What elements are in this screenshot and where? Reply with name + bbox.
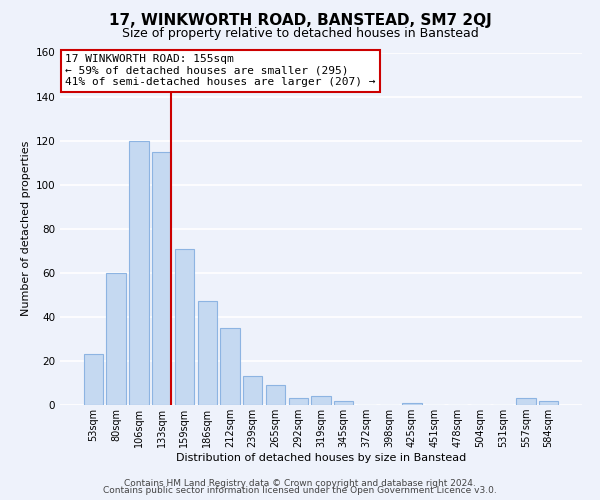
Bar bbox=[539, 400, 558, 405]
Text: Size of property relative to detached houses in Banstead: Size of property relative to detached ho… bbox=[122, 28, 478, 40]
Bar bbox=[334, 400, 353, 405]
X-axis label: Distribution of detached houses by size in Banstead: Distribution of detached houses by size … bbox=[176, 453, 466, 463]
Bar bbox=[311, 396, 331, 405]
Bar bbox=[175, 248, 194, 405]
Bar bbox=[220, 328, 239, 405]
Bar bbox=[84, 354, 103, 405]
Bar bbox=[106, 273, 126, 405]
Bar bbox=[197, 302, 217, 405]
Text: Contains HM Land Registry data © Crown copyright and database right 2024.: Contains HM Land Registry data © Crown c… bbox=[124, 478, 476, 488]
Text: Contains public sector information licensed under the Open Government Licence v3: Contains public sector information licen… bbox=[103, 486, 497, 495]
Bar bbox=[403, 403, 422, 405]
Bar bbox=[129, 140, 149, 405]
Bar bbox=[289, 398, 308, 405]
Y-axis label: Number of detached properties: Number of detached properties bbox=[21, 141, 31, 316]
Text: 17 WINKWORTH ROAD: 155sqm
← 59% of detached houses are smaller (295)
41% of semi: 17 WINKWORTH ROAD: 155sqm ← 59% of detac… bbox=[65, 54, 376, 88]
Bar bbox=[516, 398, 536, 405]
Bar bbox=[243, 376, 262, 405]
Bar bbox=[266, 385, 285, 405]
Text: 17, WINKWORTH ROAD, BANSTEAD, SM7 2QJ: 17, WINKWORTH ROAD, BANSTEAD, SM7 2QJ bbox=[109, 12, 491, 28]
Bar bbox=[152, 152, 172, 405]
